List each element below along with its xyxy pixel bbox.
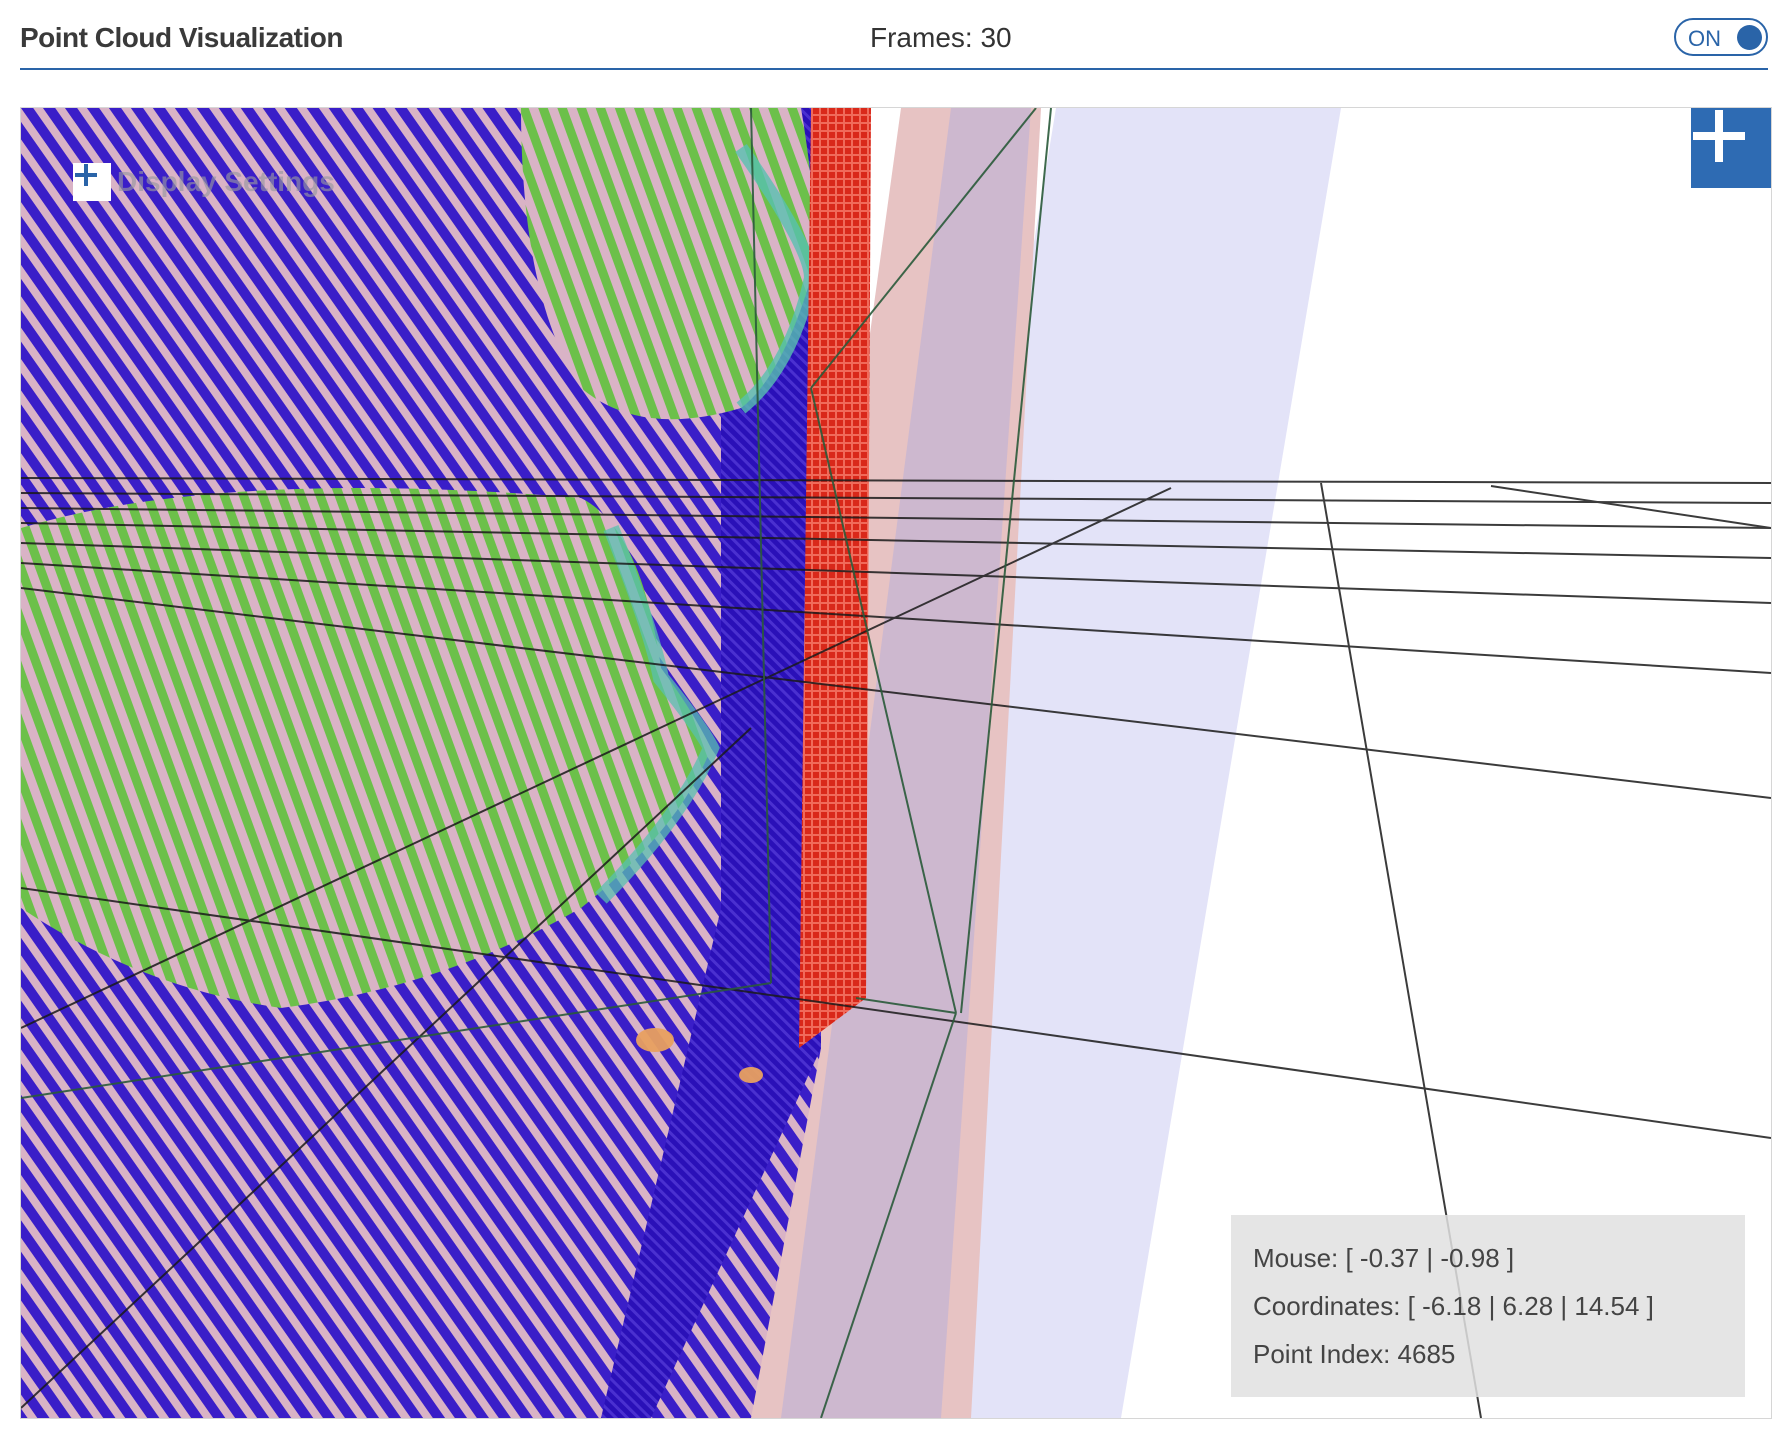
grid-lines [21,477,1771,1418]
point-cloud-canvas[interactable] [21,108,1771,1418]
mouse-readout: Mouse: [ -0.37 | -0.98 ] [1253,1243,1515,1273]
display-settings-label: Display Settings [117,166,335,197]
point-cloud-viewport[interactable]: Display Settings Mouse: [ -0.37 | -0.98 … [20,107,1772,1419]
mauve-plane [781,108,1031,1418]
page-title: Point Cloud Visualization [20,22,344,53]
coordinates-readout: Coordinates: [ -6.18 | 6.28 | 14.54 ] [1253,1291,1654,1321]
toggle-knob [1737,25,1762,50]
frames-counter: Frames: 30 [870,22,1012,53]
highlight-point-1 [636,1028,674,1052]
toggle-label: ON [1688,26,1721,51]
green-lobe-main-edge [595,525,720,904]
display-settings-toggle[interactable]: Display Settings [73,162,335,202]
header-bar: Point Cloud Visualization Frames: 30 ON [20,0,1768,70]
red-point-band [799,108,871,1048]
dense-blue-wall [601,108,821,1418]
animation-toggle[interactable]: ON [1674,18,1768,56]
expand-button[interactable] [1691,108,1771,188]
white-area [1121,108,1771,1418]
green-lobe-top [521,108,815,420]
green-lobe-main [21,488,711,1008]
point-index-readout: Point Index: 4685 [1253,1339,1456,1369]
plus-icon [73,163,111,201]
info-panel: Mouse: [ -0.37 | -0.98 ] Coordinates: [ … [1231,1215,1745,1397]
highlight-point-2 [739,1067,763,1083]
bounding-box [21,108,1052,1418]
